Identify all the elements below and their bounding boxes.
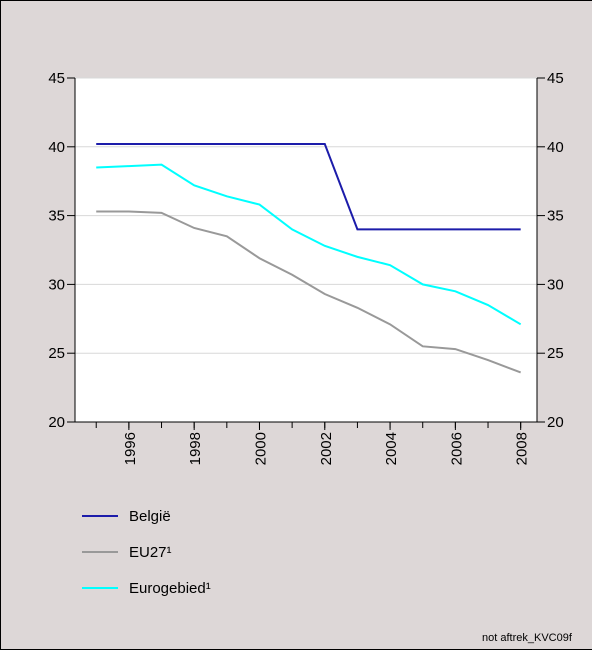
y-tick-label: 35 bbox=[48, 208, 65, 225]
y-tick-label: 45 bbox=[48, 70, 65, 87]
x-tick-label: 1996 bbox=[122, 432, 139, 465]
y2-tick-label: 40 bbox=[547, 139, 564, 156]
legend-label: België bbox=[129, 508, 171, 525]
plot-area bbox=[75, 78, 537, 422]
legend-label: Eurogebied¹ bbox=[129, 580, 211, 597]
y2-tick-label: 45 bbox=[547, 70, 564, 87]
y2-tick-label: 35 bbox=[547, 208, 564, 225]
series-line bbox=[96, 163, 522, 326]
x-tick-label: 1998 bbox=[187, 432, 204, 465]
y2-tick-label: 25 bbox=[547, 345, 564, 362]
legend-label: EU27¹ bbox=[129, 544, 172, 561]
y-tick-label: 25 bbox=[48, 345, 65, 362]
x-tick-label: 2000 bbox=[252, 432, 269, 465]
y-tick-label: 20 bbox=[48, 414, 65, 431]
x-tick-label: 2008 bbox=[514, 432, 531, 465]
series-line bbox=[96, 143, 521, 231]
series-line bbox=[96, 210, 522, 374]
y2-tick-label: 30 bbox=[547, 276, 564, 293]
x-tick-label: 2004 bbox=[383, 432, 400, 465]
y-tick-label: 30 bbox=[48, 276, 65, 293]
y-tick-label: 40 bbox=[48, 139, 65, 156]
x-tick-label: 2002 bbox=[318, 432, 335, 465]
x-tick-label: 2006 bbox=[448, 432, 465, 465]
y2-tick-label: 20 bbox=[547, 414, 564, 431]
footnote: not aftrek_KVC09f bbox=[482, 632, 573, 644]
